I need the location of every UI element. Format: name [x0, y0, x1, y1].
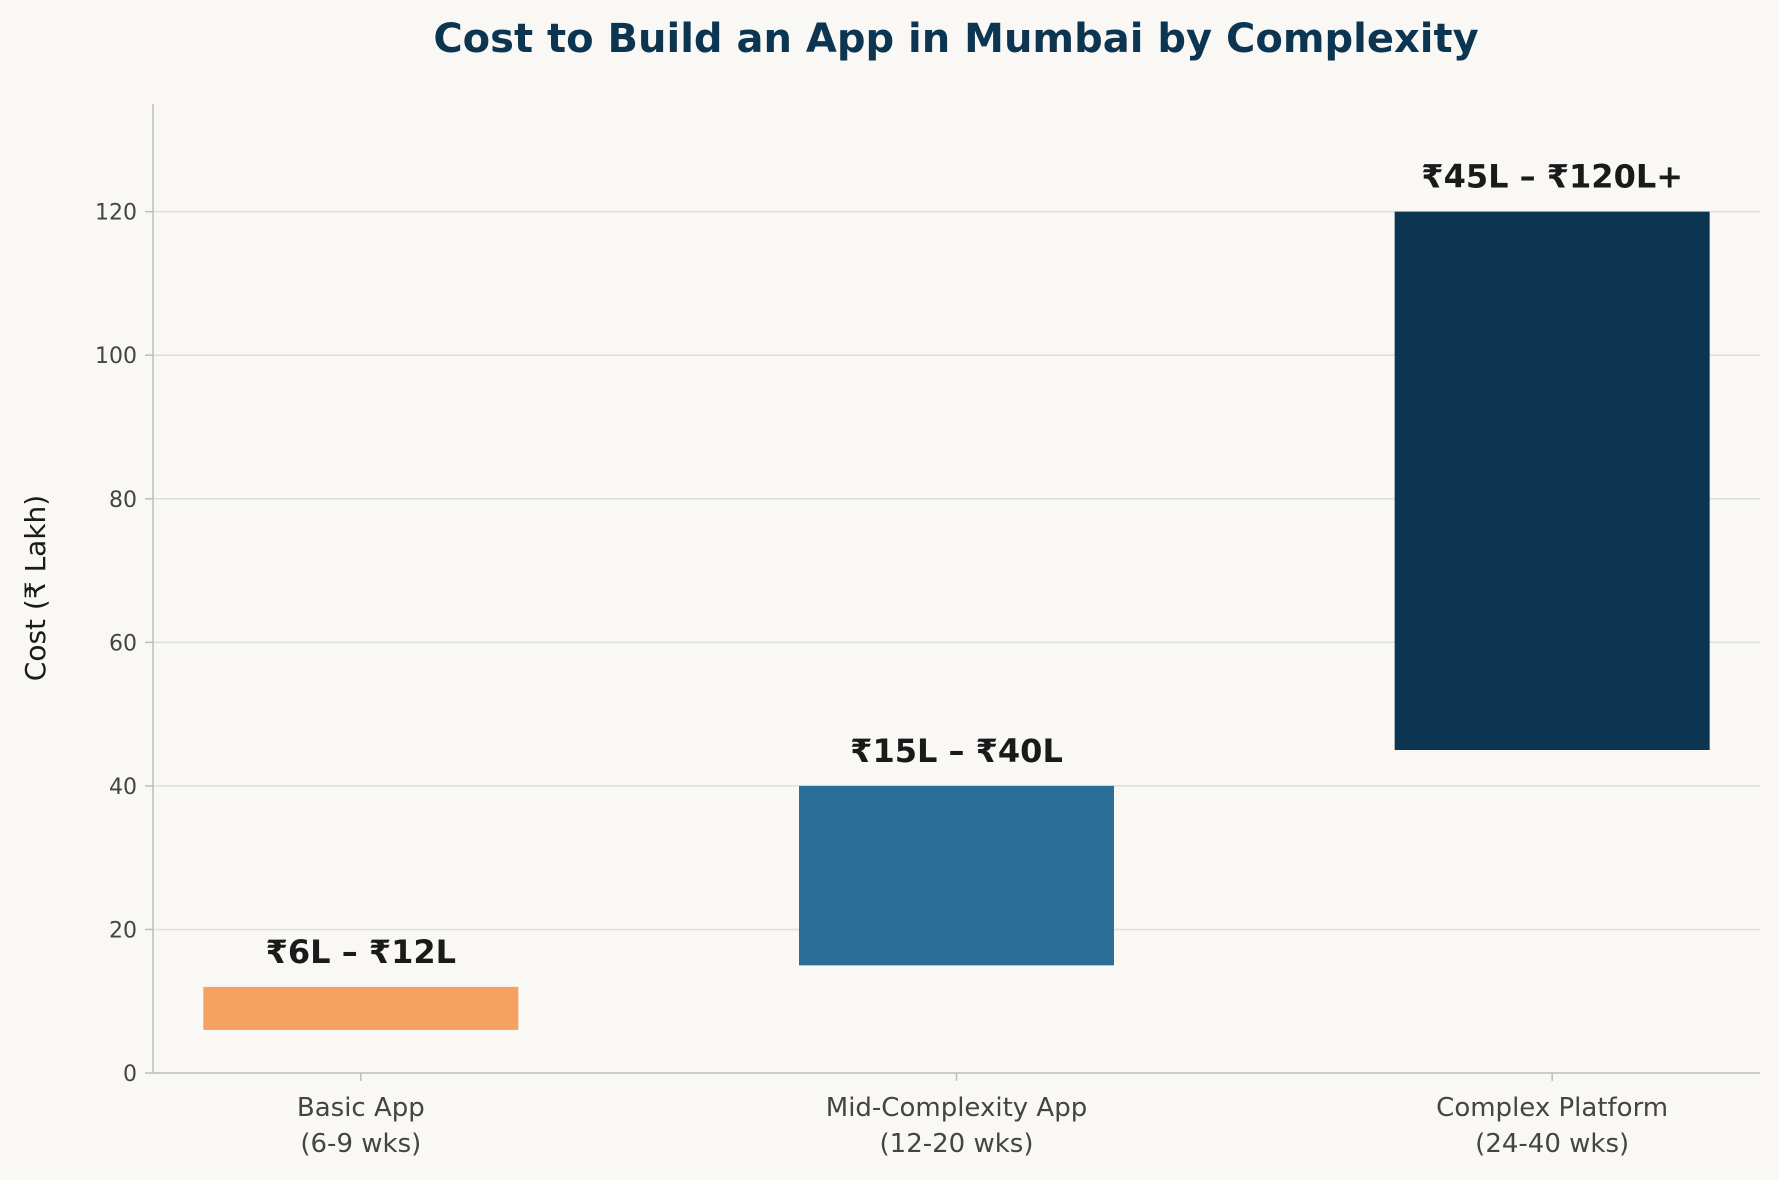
- bar-data-label: ₹15L – ₹40L: [850, 732, 1063, 770]
- x-tick-label: (6-9 wks): [300, 1129, 421, 1159]
- y-tick-label: 100: [95, 344, 137, 369]
- data-labels: ₹6L – ₹12L ₹15L – ₹40L ₹45L – ₹120L+: [266, 158, 1683, 971]
- x-tick-label: (12-20 wks): [880, 1129, 1034, 1159]
- chart-title: Cost to Build an App in Mumbai by Comple…: [433, 16, 1478, 62]
- bar: [1394, 211, 1710, 750]
- y-tick-label: 40: [109, 775, 137, 800]
- y-axis-label: Cost (₹ Lakh): [19, 495, 52, 681]
- bar-data-label: ₹6L – ₹12L: [266, 933, 456, 971]
- y-tick-label: 0: [123, 1062, 137, 1087]
- x-tick-label: Complex Platform: [1436, 1093, 1668, 1123]
- y-tick-label: 120: [95, 201, 137, 226]
- bar: [203, 986, 519, 1030]
- y-tick-label: 80: [109, 488, 137, 513]
- bars: [203, 211, 1710, 1030]
- bar-data-label: ₹45L – ₹120L+: [1421, 158, 1683, 196]
- y-tick-label: 20: [109, 918, 137, 943]
- x-tick-label: (24-40 wks): [1475, 1129, 1629, 1159]
- bar: [799, 785, 1114, 966]
- y-tick-label: 60: [109, 631, 137, 656]
- axes: 0 20 40 60 80 100 120 Basic App (6-9 wks) Mid-Com…: [95, 104, 1760, 1159]
- x-tick-label: Mid-Complexity App: [826, 1093, 1087, 1123]
- gridlines: [153, 210, 1760, 931]
- x-tick-label: Basic App: [297, 1093, 425, 1123]
